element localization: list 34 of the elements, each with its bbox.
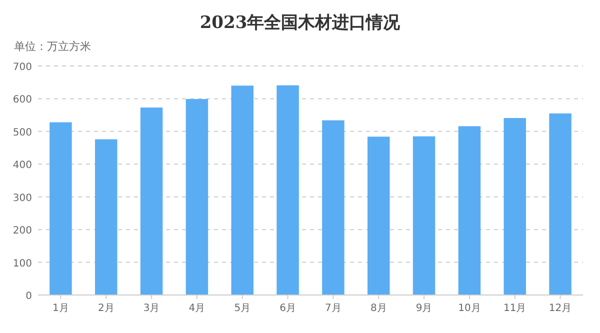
- bar: [368, 136, 390, 295]
- y-tick-label: 600: [12, 94, 32, 106]
- y-axis-title: 单位：万立方米: [14, 40, 91, 53]
- x-tick-label: 1月: [52, 303, 69, 314]
- x-tick-label: 9月: [416, 303, 432, 314]
- x-tick-label: 6月: [280, 303, 296, 314]
- bar: [549, 113, 572, 295]
- y-tick-label: 700: [12, 62, 32, 73]
- bar: [504, 118, 526, 295]
- bar: [412, 136, 436, 295]
- x-tick-label: 11月: [504, 303, 526, 314]
- x-tick-label: 3月: [143, 303, 160, 314]
- bar: [186, 99, 208, 295]
- bar: [276, 85, 299, 295]
- x-tick-label: 7月: [325, 303, 342, 314]
- x-tick-label: 10月: [458, 303, 481, 314]
- bar: [50, 122, 72, 295]
- x-tick-label: 5月: [234, 303, 251, 314]
- y-tick-label: 0: [26, 291, 32, 302]
- bar: [322, 120, 344, 295]
- y-tick-label: 300: [12, 192, 32, 204]
- bar: [231, 86, 254, 295]
- x-tick-label: 8月: [370, 303, 387, 314]
- x-tick-label: 2月: [98, 303, 114, 314]
- y-tick-label: 500: [12, 127, 32, 138]
- bar: [458, 126, 481, 295]
- y-tick-label: 400: [12, 160, 32, 172]
- chart-title: 2023年全国木材进口情况: [200, 13, 402, 33]
- x-tick-label: 4月: [188, 303, 206, 314]
- x-tick-label: 12月: [548, 303, 572, 314]
- bar: [95, 139, 118, 295]
- y-tick-label: 200: [12, 226, 32, 237]
- bar: [140, 108, 163, 295]
- y-tick-label: 100: [12, 258, 32, 270]
